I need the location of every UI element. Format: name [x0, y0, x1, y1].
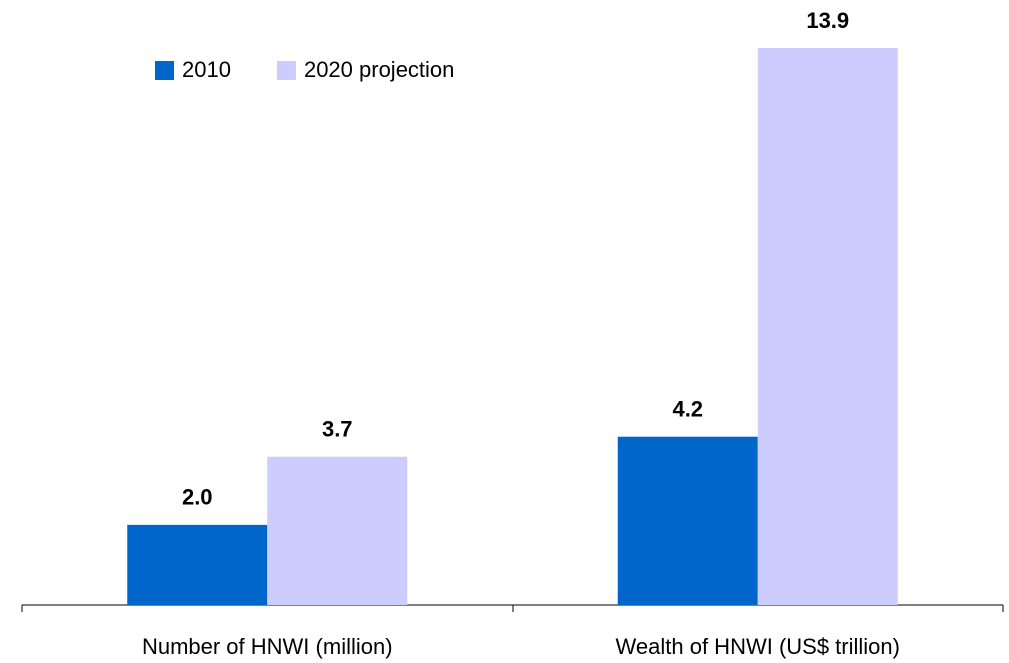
legend-swatch: [155, 61, 174, 80]
bar: [267, 456, 408, 605]
legend-label: 2020 projection: [304, 57, 454, 82]
data-label: 2.0: [182, 485, 213, 510]
data-label: 4.2: [672, 397, 703, 422]
data-label: 3.7: [322, 417, 353, 442]
x-axis: [21, 604, 1004, 612]
bar: [127, 524, 268, 605]
bar: [757, 48, 898, 605]
legend-swatch: [276, 61, 296, 80]
x-tick-label: Wealth of HNWI (US$ trillion): [616, 634, 900, 659]
data-label: 13.9: [806, 8, 849, 33]
legend-label: 2010: [182, 57, 231, 82]
x-tick-label: Number of HNWI (million): [142, 634, 393, 659]
bar: [617, 436, 758, 605]
